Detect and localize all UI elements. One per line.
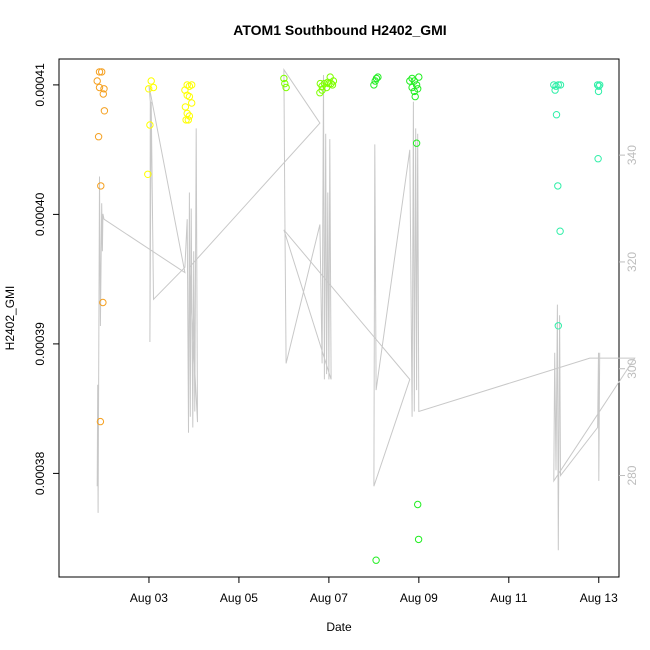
data-point <box>594 155 602 163</box>
data-point <box>144 170 152 179</box>
data-point <box>410 77 418 85</box>
y2-axis: 280 300 320 340 <box>619 145 639 486</box>
plot-frame <box>58 58 620 578</box>
x-tick-label: Aug 03 <box>130 591 168 605</box>
data-point <box>406 77 414 85</box>
x-tick-label: Aug 13 <box>580 591 618 605</box>
y2-tick-label: 300 <box>625 358 639 378</box>
data-point <box>554 81 562 89</box>
data-point <box>99 298 107 307</box>
data-point <box>100 107 109 115</box>
data-point <box>554 322 562 330</box>
y2-tick-label: 340 <box>625 145 639 165</box>
data-point <box>93 77 101 85</box>
data-point <box>147 77 155 85</box>
data-point <box>149 83 158 92</box>
data-point <box>374 73 382 81</box>
data-point <box>327 79 335 88</box>
data-point <box>415 73 423 81</box>
data-point <box>146 121 154 129</box>
y-axis-label: H2402_GMI <box>3 286 17 351</box>
x-axis-label: Date <box>326 620 352 634</box>
y-axis: 0.00038 0.00039 0.00040 0.00041 <box>33 63 59 495</box>
chart-title: ATOM1 Southbound H2402_GMI <box>233 22 446 38</box>
data-point <box>97 182 105 190</box>
data-point <box>95 83 104 92</box>
series-line <box>96 68 636 551</box>
data-point <box>280 74 288 83</box>
data-point <box>414 500 422 509</box>
data-point <box>99 90 108 98</box>
data-point <box>556 227 564 235</box>
line-layer <box>96 68 636 551</box>
data-point <box>188 99 196 107</box>
data-point <box>414 535 423 544</box>
data-point <box>414 85 422 93</box>
data-point <box>411 92 419 101</box>
y-tick-label: 0.00038 <box>33 451 47 495</box>
data-point <box>408 83 416 92</box>
x-tick-label: Aug 11 <box>490 591 527 605</box>
data-point <box>184 116 193 124</box>
data-point <box>145 85 153 93</box>
data-point <box>188 81 196 89</box>
data-point <box>98 68 106 76</box>
data-point <box>551 86 559 94</box>
data-point <box>185 92 194 101</box>
y-tick-label: 0.00039 <box>33 322 47 366</box>
y2-tick-label: 280 <box>625 465 639 485</box>
data-point <box>594 87 603 96</box>
data-point <box>329 77 338 85</box>
data-point <box>318 86 326 94</box>
data-point <box>556 81 565 89</box>
data-point <box>328 81 337 89</box>
y-tick-label: 0.00041 <box>33 63 47 107</box>
data-point <box>282 83 290 92</box>
y2-tick-label: 320 <box>625 252 639 272</box>
data-point <box>370 81 378 89</box>
x-tick-label: Aug 07 <box>310 591 348 605</box>
data-point <box>595 82 603 90</box>
y-tick-label: 0.00040 <box>33 192 47 236</box>
x-tick-label: Aug 05 <box>220 591 258 605</box>
data-point <box>181 103 190 111</box>
point-layer <box>93 68 604 564</box>
x-tick-label: Aug 09 <box>400 591 438 605</box>
data-point <box>100 85 108 93</box>
data-point <box>96 417 105 426</box>
x-axis: Aug 03 Aug 05 Aug 07 Aug 09 Aug 11 Aug 13 <box>130 577 618 605</box>
data-point <box>318 82 326 90</box>
data-point <box>94 133 103 141</box>
data-point <box>182 116 190 124</box>
data-point <box>372 74 381 83</box>
data-point <box>412 139 421 147</box>
data-point <box>552 111 561 119</box>
data-point <box>372 556 380 564</box>
data-point <box>95 68 104 76</box>
data-point <box>281 79 289 88</box>
data-point <box>554 182 562 190</box>
